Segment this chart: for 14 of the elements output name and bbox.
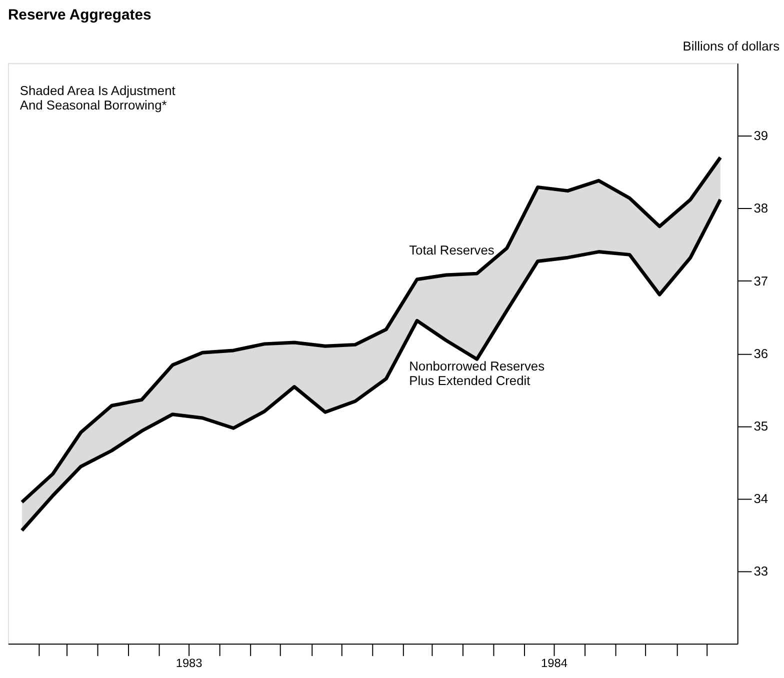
series-label: Nonborrowed Reserves Plus Extended Credit (409, 358, 545, 388)
y-tick-label: 39 (754, 128, 768, 144)
y-tick-label: 33 (754, 564, 768, 579)
y-axis-title: Billions of dollars (682, 38, 780, 54)
y-tick-label: 37 (754, 273, 768, 288)
x-tick-label: 1983 (176, 656, 203, 670)
x-tick-label: 1984 (541, 656, 568, 670)
y-tick-label: 38 (754, 200, 768, 216)
y-tick-label: 35 (754, 418, 768, 434)
annotation: Shaded Area Is Adjustment And Seasonal Borrowing* (20, 82, 176, 113)
y-tick-label: 36 (754, 346, 768, 361)
y-tick-label: 34 (754, 490, 768, 506)
chart-title: Reserve Aggregates (8, 7, 152, 24)
series-label: Total Reserves (409, 242, 494, 258)
